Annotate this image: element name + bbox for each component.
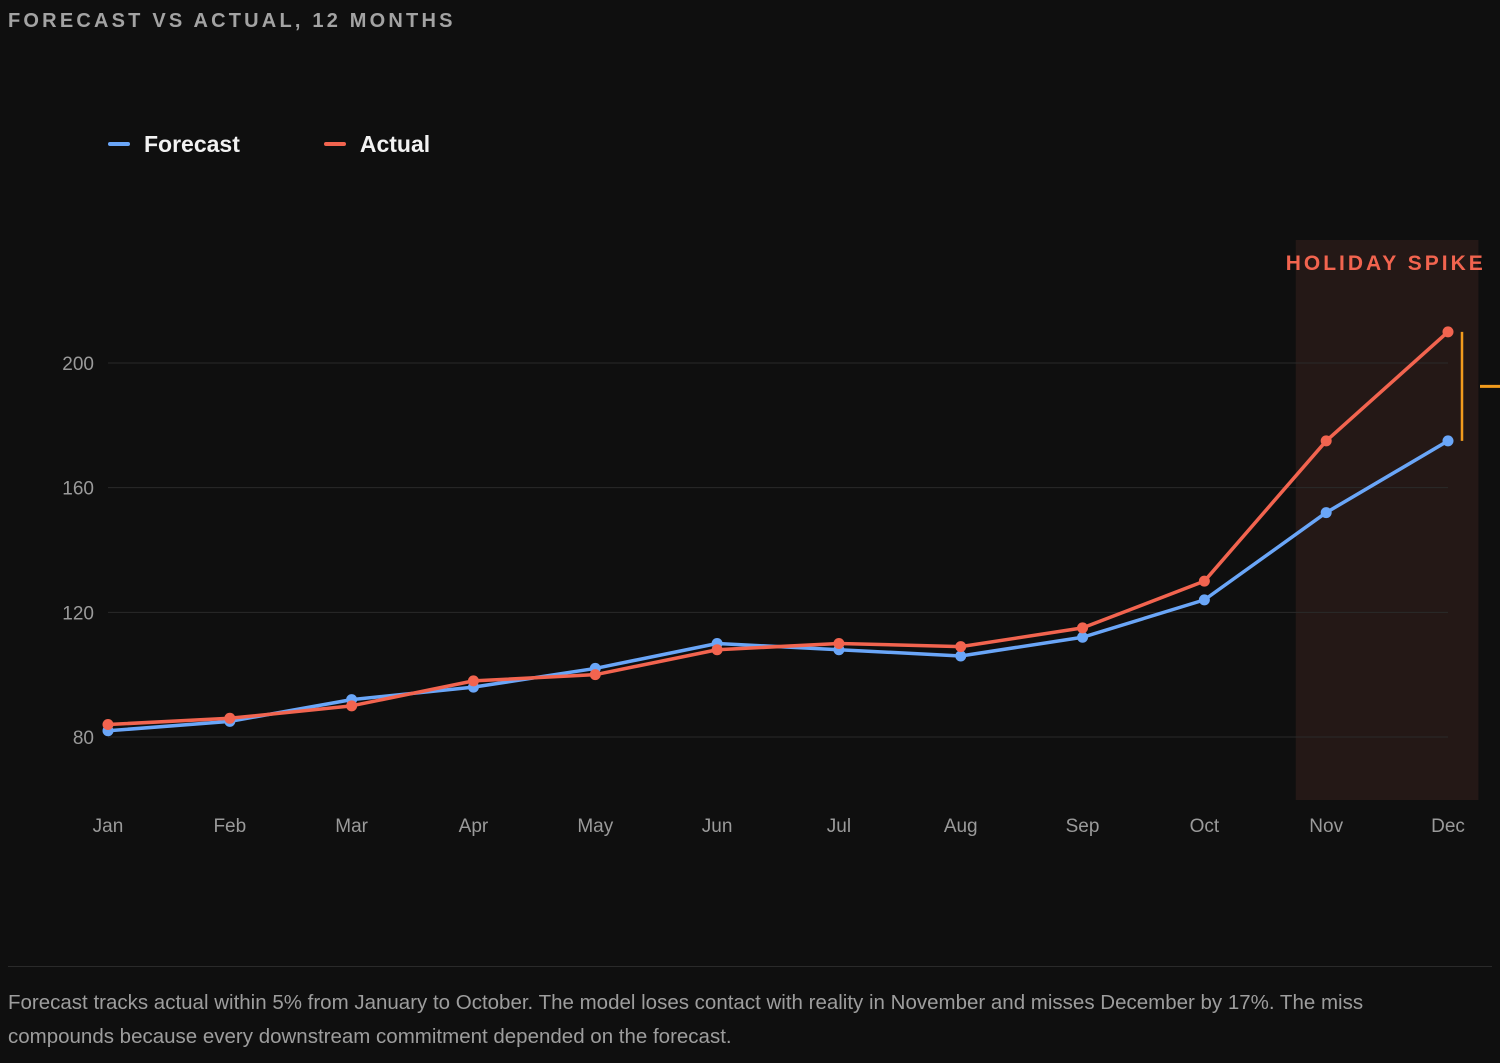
caption-divider (8, 966, 1492, 967)
highlight-label: HOLIDAY SPIKE (1286, 252, 1486, 275)
legend-label-actual: Actual (359, 130, 431, 157)
data-point-forecast (955, 650, 967, 662)
legend-swatch-actual (323, 142, 346, 146)
legend-label-forecast: Forecast (144, 130, 240, 157)
x-tick-label: May (577, 816, 613, 837)
chart-caption: Forecast tracks actual within 5% from Ja… (8, 991, 1364, 1048)
y-tick-label: 80 (73, 728, 94, 749)
data-point-actual (833, 638, 845, 649)
data-point-actual (1077, 622, 1089, 634)
x-tick-label: Apr (459, 816, 489, 837)
legend-item-actual: Actual (323, 130, 431, 158)
x-tick-label: Sep (1066, 816, 1100, 837)
x-tick-label: Jun (702, 816, 733, 837)
chart-title: FORECAST VS ACTUAL, 12 MONTHS (8, 10, 456, 32)
data-point-actual (589, 669, 601, 681)
x-tick-label: Nov (1309, 816, 1343, 837)
data-point-forecast (1077, 631, 1089, 643)
data-point-forecast (1198, 594, 1210, 606)
series-line-forecast (106, 439, 1450, 733)
data-point-actual (1320, 435, 1332, 447)
chart-legend: Forecast Actual (108, 128, 514, 160)
series-line-actual (106, 330, 1450, 727)
data-point-actual (955, 641, 967, 653)
data-point-actual (224, 712, 236, 724)
line-chart: HOLIDAY SPIKE 80 120 160 200 Jan Feb Mar Apr May J… (62, 240, 1500, 837)
x-tick-label: Aug (944, 816, 978, 837)
legend-item-forecast: Forecast (108, 131, 240, 158)
data-point-actual (1198, 575, 1210, 587)
data-point-actual (467, 675, 479, 687)
x-tick-label: Feb (213, 816, 246, 837)
y-tick-label: 120 (62, 603, 94, 624)
legend-swatch-forecast (108, 142, 130, 146)
y-tick-label: 200 (62, 354, 94, 375)
x-tick-label: Oct (1190, 816, 1220, 837)
data-point-actual (102, 719, 114, 731)
data-point-forecast (1442, 435, 1454, 447)
data-point-actual (711, 644, 723, 656)
x-tick-label: Mar (335, 816, 368, 837)
data-point-actual (346, 700, 358, 712)
highlight-band (1295, 240, 1479, 800)
y-tick-label: 160 (62, 479, 94, 500)
data-point-forecast (1320, 507, 1332, 519)
data-point-actual (1442, 326, 1454, 338)
x-tick-label: Jul (827, 816, 851, 837)
x-tick-label: Jan (93, 816, 124, 837)
x-tick-label: Dec (1431, 816, 1465, 837)
